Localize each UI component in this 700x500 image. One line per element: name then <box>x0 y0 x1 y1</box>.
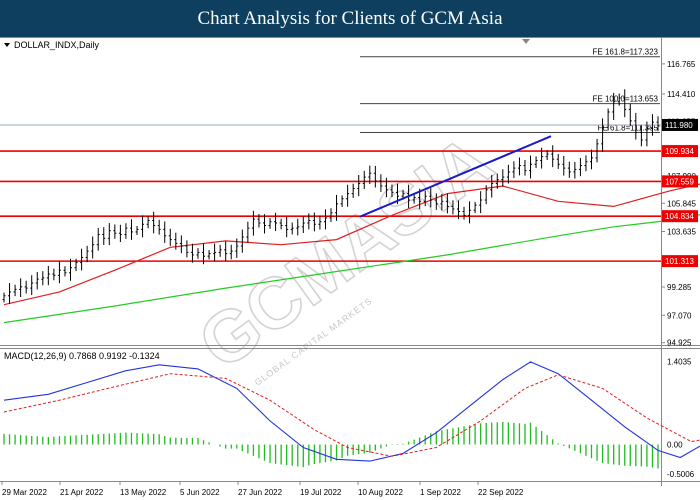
current-price-label: 111.980 <box>665 121 693 130</box>
price-tick-label: 114.410 <box>667 90 696 99</box>
price-tick-label: 94.925 <box>667 339 692 348</box>
macd-tick-label: -0.5006 <box>667 470 695 479</box>
trendline-layer <box>359 135 552 218</box>
level-label-background <box>662 145 698 158</box>
price-tick-label: 105.845 <box>667 199 696 208</box>
price-tick-label: 99.285 <box>667 283 692 292</box>
macd-panel: 1.4035 0.00 -0.5006 <box>3 358 700 479</box>
fibonacci-label: FE 161.8=117.323 <box>593 48 659 57</box>
price-tick-label: 97.070 <box>667 311 692 320</box>
fast-moving-average <box>3 183 700 306</box>
fibonacci-label: FE 61.8=111.385 <box>598 124 659 133</box>
current-price-tag <box>662 118 698 131</box>
macd-tick-label: 0.00 <box>667 441 683 450</box>
level-label-background <box>662 210 698 223</box>
level-label: 101.313 <box>665 257 694 266</box>
time-tick-label: 19 Jul 2022 <box>300 488 342 497</box>
panel-frames <box>0 37 700 486</box>
level-label-background <box>662 255 698 268</box>
macd-tick-label: 1.4035 <box>667 358 692 367</box>
slow-moving-average <box>3 214 700 324</box>
price-tick-label: 116.765 <box>667 60 696 69</box>
price-bars <box>2 89 660 304</box>
macd-signal-line <box>3 373 700 457</box>
price-tick-label: 103.635 <box>667 227 696 236</box>
macd-title: MACD(12,26,9) 0.7868 0.9192 -0.1324 <box>4 351 160 361</box>
time-tick-label: 21 Apr 2022 <box>60 488 104 497</box>
price-chart: GCMASIA GLOBAL CAPITAL MARKETS FE 161.8=… <box>0 37 700 500</box>
time-tick-label: 10 Aug 2022 <box>358 488 403 497</box>
time-tick-label: 13 May 2022 <box>120 488 167 497</box>
time-tick-label: 27 Jun 2022 <box>238 488 283 497</box>
fibonacci-levels: FE 161.8=117.323 FE 100.0=113.653 FE 61.8=… <box>0 48 661 134</box>
level-labels: 109.934 107.559 104.834 101.313 111.980 <box>662 118 698 268</box>
time-axis: 29 Mar 2022 21 Apr 2022 13 May 2022 5 Jun 2… <box>1 481 524 497</box>
time-tick-label: 1 Sep 2022 <box>420 488 461 497</box>
page-title: Chart Analysis for Clients of GCM Asia <box>197 7 503 29</box>
fibonacci-label: FE 100.0=113.653 <box>593 95 659 104</box>
time-tick-label: 22 Sep 2022 <box>478 488 524 497</box>
level-label-background <box>662 175 698 188</box>
page-title-banner: Chart Analysis for Clients of GCM Asia <box>0 0 700 37</box>
time-tick-label: 5 Jun 2022 <box>180 488 220 497</box>
time-tick-label: 29 Mar 2022 <box>2 488 47 497</box>
chart-shift-triangle-icon[interactable] <box>522 39 530 44</box>
moving-averages <box>3 183 700 324</box>
trendline <box>359 135 552 218</box>
level-label: 109.934 <box>665 147 694 156</box>
dropdown-triangle-icon[interactable] <box>4 43 10 47</box>
level-label: 107.559 <box>665 177 694 186</box>
macd-line <box>3 361 700 462</box>
level-label: 104.834 <box>665 212 694 221</box>
price-chart-title: DOLLAR_INDX,Daily <box>14 40 100 50</box>
